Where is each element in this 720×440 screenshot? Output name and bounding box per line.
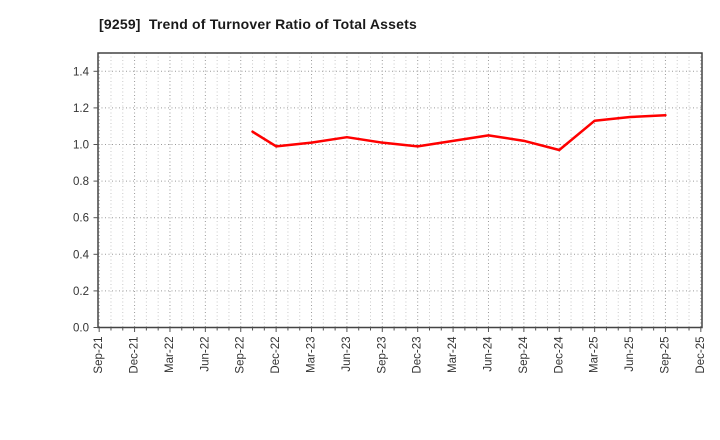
y-tick-label: 0.8	[73, 176, 89, 188]
x-tick-label: Mar-22	[164, 337, 176, 373]
y-tick-label: 0.2	[73, 286, 89, 298]
y-tick-label: 1.0	[73, 140, 89, 152]
x-tick-label: Dec-22	[270, 337, 282, 374]
plot-border	[97, 52, 703, 329]
x-tick-label: Jun-22	[199, 337, 211, 372]
x-tick-label: Dec-25	[695, 337, 707, 374]
x-tick-label: Jun-24	[482, 336, 494, 372]
x-tick-label: Sep-21	[93, 337, 105, 374]
x-tick-label: Jun-25	[624, 337, 636, 372]
x-tick-label: Sep-23	[376, 337, 388, 374]
x-tick-label: Mar-24	[447, 336, 459, 373]
x-tick-label: Mar-25	[589, 337, 601, 373]
x-tick-label: Jun-23	[341, 337, 353, 372]
x-tick-label: Sep-24	[518, 336, 530, 374]
y-tick-label: 0.6	[73, 213, 89, 225]
chart-title: [9259] Trend of Turnover Ratio of Total …	[99, 16, 417, 32]
x-tick-label: Dec-23	[412, 337, 424, 374]
y-tick-label: 0.0	[73, 323, 89, 335]
x-tick-label: Sep-22	[235, 337, 247, 374]
y-tick-label: 1.2	[73, 103, 89, 115]
x-tick-label: Sep-25	[659, 337, 671, 374]
x-tick-label: Dec-21	[129, 337, 141, 374]
y-tick-label: 1.4	[73, 66, 90, 78]
x-tick-label: Mar-23	[306, 337, 318, 373]
y-tick-label: 0.4	[73, 249, 90, 261]
series-line-turnover-ratio	[251, 113, 667, 152]
x-tick-label: Dec-24	[553, 336, 565, 374]
